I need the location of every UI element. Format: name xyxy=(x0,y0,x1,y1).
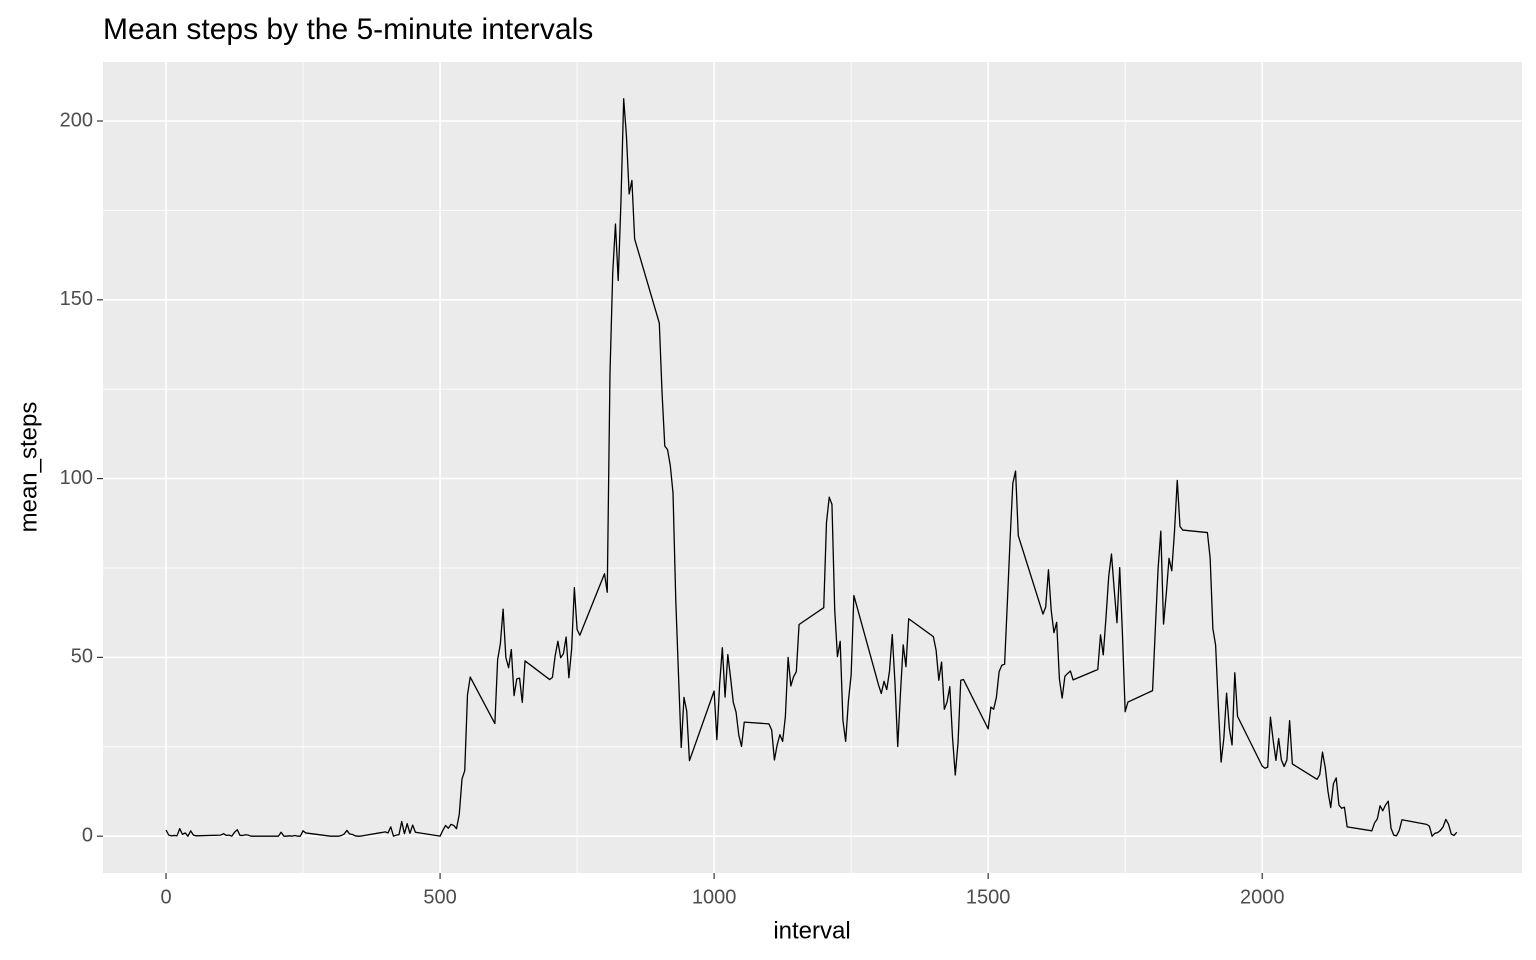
x-tick-label: 500 xyxy=(423,886,456,908)
y-tick-label: 200 xyxy=(60,109,93,131)
x-axis-label: interval xyxy=(773,917,850,944)
grid xyxy=(103,62,1522,873)
y-tick-label: 50 xyxy=(71,646,93,668)
y-axis-label: mean_steps xyxy=(15,402,42,533)
marks xyxy=(165,98,1458,837)
y-tick-label: 100 xyxy=(60,467,93,489)
x-tick-label: 0 xyxy=(160,886,171,908)
y-tick-label: 150 xyxy=(60,288,93,310)
x-tick-label: 2000 xyxy=(1240,886,1285,908)
y-tick-label: 0 xyxy=(82,824,93,846)
panel xyxy=(103,62,1522,873)
chart-title: Mean steps by the 5-minute intervals xyxy=(103,13,593,46)
x-tick-label: 1500 xyxy=(966,886,1011,908)
x-tick-label: 1000 xyxy=(692,886,737,908)
data-line xyxy=(165,98,1458,837)
